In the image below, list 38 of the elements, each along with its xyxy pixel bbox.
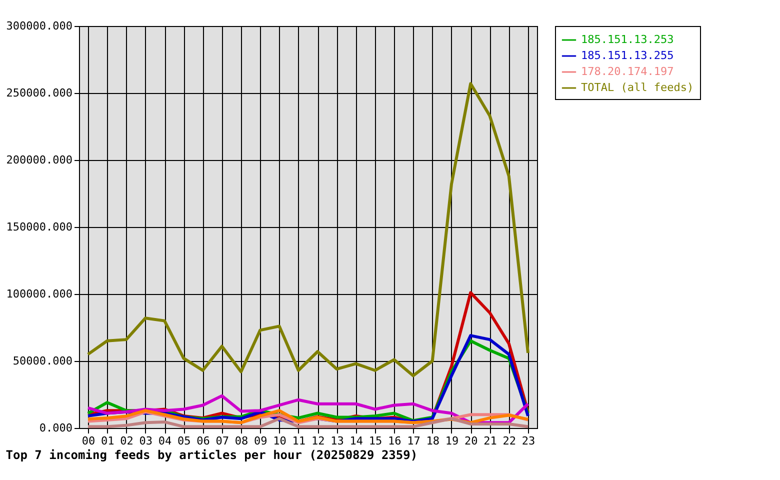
legend-label: 178.20.174.197 [581,65,674,78]
x-tick-label: 15 [368,434,382,448]
x-tick-label: 05 [178,434,191,448]
legend-label: TOTAL (all feeds) [581,81,694,94]
legend-label: 185.151.13.255 [581,49,674,62]
x-tick-label: 00 [82,434,96,448]
x-tick-label: 03 [139,434,153,448]
y-tick-label: 200000.000 [6,154,72,166]
x-tick-label: 01 [101,434,114,448]
x-tick-label: 06 [196,434,210,448]
legend-label: 185.151.13.253 [581,33,674,46]
x-tick-label: 14 [350,434,364,448]
x-tick-label: 04 [158,434,172,448]
line-series [86,417,530,428]
y-tick-label: 50000.000 [12,354,72,368]
x-tick-label: 22 [502,434,516,448]
x-tick-label: 07 [216,434,230,448]
line-series [86,82,530,378]
y-tick-label: 300000.000 [6,20,72,32]
x-tick-label: 02 [120,434,134,448]
x-tick-label: 13 [330,434,344,448]
y-tick-label: 150000.000 [6,220,72,234]
x-tick-label: 18 [426,434,440,448]
x-tick-label: 11 [292,434,306,448]
y-tick-label: 250000.000 [6,86,72,100]
x-tick-label: 21 [484,434,497,448]
text: Top 7 incoming feeds by articles per hour (20250829 2359) [6,448,418,462]
y-tick-label: 0.000 [39,422,72,434]
x-tick-label: 09 [254,434,268,448]
x-tick-label: 12 [311,434,325,448]
x-tick-label: 20 [464,434,478,448]
y-tick-label: 100000.000 [6,288,72,300]
x-tick-label: 19 [445,434,459,448]
x-tick-label: 08 [234,434,248,448]
x-tick-label: 16 [388,434,402,448]
x-tick-label: 10 [273,434,286,448]
x-tick-label: 17 [407,434,420,448]
x-tick-label: 23 [522,434,536,448]
